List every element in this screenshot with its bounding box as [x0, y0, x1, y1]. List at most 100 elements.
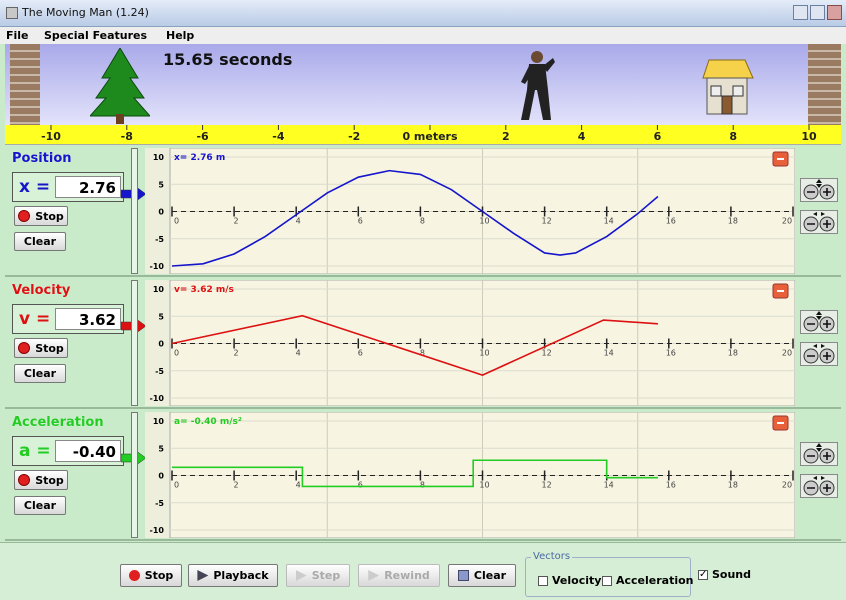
ruler-label: 10 — [801, 130, 817, 143]
x-tick-label: 0 — [174, 349, 179, 358]
ruler-label: -8 — [121, 130, 133, 143]
control-button[interactable]: Stop — [120, 564, 182, 587]
horizontal-zoom[interactable] — [800, 342, 838, 366]
ruler-label: -6 — [196, 130, 209, 143]
control-bar: Stop Playback Step Rewind Clear Vectors Veloci… — [0, 542, 846, 600]
ruler-ticks: -10 -8 -6 -4 -2 0 meters 2 4 6 8 10 — [41, 125, 817, 143]
checkbox[interactable] — [698, 570, 708, 580]
button-label: Clear — [473, 569, 507, 582]
slider-track[interactable] — [131, 280, 138, 406]
x-tick-label: 18 — [728, 217, 738, 226]
button-label: Step — [311, 569, 341, 582]
vertical-zoom[interactable] — [800, 442, 838, 466]
zoom-glyphs — [807, 484, 831, 492]
readout: a= -0.40 m/s² — [174, 417, 242, 427]
panel-divider — [5, 275, 841, 277]
stop-icon — [18, 474, 31, 486]
horizontal-zoom[interactable] — [800, 474, 838, 498]
checkbox-label: Velocity — [552, 574, 602, 587]
data-curve — [172, 459, 658, 488]
button-icon — [128, 570, 140, 581]
ruler-label: 4 — [578, 130, 586, 143]
x-tick-label: 18 — [728, 481, 738, 490]
slider-track[interactable] — [131, 148, 138, 274]
house — [702, 59, 754, 115]
checkbox-label: Sound — [712, 568, 752, 581]
y-tick-label: 5 — [158, 444, 164, 453]
x-tick-label: 20 — [782, 349, 792, 358]
y-tick-label: 10 — [153, 153, 165, 162]
vertical-zoom[interactable] — [800, 178, 838, 202]
zoom-icons — [803, 212, 835, 232]
value-box: a = -0.40 — [12, 436, 124, 466]
stop-label: Stop — [35, 341, 64, 355]
stop-icon — [18, 342, 31, 354]
menu-bar: File Special Features Help — [0, 27, 846, 44]
ruler-label: 8 — [729, 130, 737, 143]
ruler-label: 0 meters — [402, 130, 458, 143]
ruler-label: -4 — [272, 130, 285, 143]
ruler-label: 2 — [502, 130, 510, 143]
clear-button[interactable]: Clear — [14, 232, 66, 251]
zoom-glyphs — [807, 452, 831, 460]
panel-label: Velocity — [12, 283, 71, 298]
menu-item[interactable]: Help — [166, 29, 195, 42]
clear-button[interactable]: Clear — [14, 496, 66, 515]
zoom-icons — [803, 443, 835, 464]
y-tick-label: 5 — [158, 312, 164, 321]
control-button: Step — [286, 564, 350, 587]
value-field[interactable]: 2.76 — [55, 176, 121, 198]
button-label: Rewind — [384, 569, 430, 582]
x-tick-label: 6 — [358, 349, 363, 358]
vertical-zoom[interactable] — [800, 310, 838, 334]
x-tick-label: 2 — [234, 481, 239, 490]
zoom-arrows — [813, 344, 825, 348]
ruler-label: 6 — [654, 130, 662, 143]
zoom-glyphs — [807, 188, 831, 196]
minus-glyph — [777, 290, 784, 292]
stop-button[interactable]: Stop — [14, 470, 68, 490]
vectors-group — [525, 557, 691, 597]
value-symbol: a = — [19, 441, 51, 461]
menu-item[interactable]: Special Features — [44, 29, 148, 42]
y-tick-label: -10 — [150, 526, 165, 535]
minimize-button[interactable] — [793, 5, 808, 20]
panel-divider — [5, 539, 841, 541]
button-label: Stop — [144, 569, 174, 582]
y-tick-label: 0 — [158, 472, 164, 481]
clear-button[interactable]: Clear — [14, 364, 66, 383]
checkbox[interactable] — [602, 576, 612, 586]
maximize-button[interactable] — [810, 5, 825, 20]
scene: 15.65 seconds — [5, 44, 841, 125]
x-tick-label: 14 — [604, 349, 614, 358]
value-field[interactable]: 3.62 — [55, 308, 121, 330]
x-tick-label: 12 — [542, 217, 552, 226]
value-field[interactable]: -0.40 — [55, 440, 121, 462]
graph: 10 5 0 -5 -10 0 2 4 6 8 10 12 14 16 18 20 v= 3.62 m/s — [145, 280, 795, 406]
stop-button[interactable]: Stop — [14, 206, 68, 226]
value-symbol: x = — [19, 177, 51, 197]
stop-button[interactable]: Stop — [14, 338, 68, 358]
readout: x= 2.76 m — [174, 153, 225, 163]
y-tick-label: 5 — [158, 180, 164, 189]
stop-icon — [18, 210, 31, 222]
checkbox[interactable] — [538, 576, 548, 586]
x-tick-label: 2 — [234, 217, 239, 226]
control-button[interactable]: Playback — [188, 564, 278, 587]
data-curve — [171, 314, 658, 376]
x-tick-label: 20 — [782, 481, 792, 490]
x-tick-label: 4 — [296, 481, 301, 490]
ruler-label: -2 — [348, 130, 360, 143]
close-button[interactable] — [827, 5, 842, 20]
window-title: The Moving Man (1.24) — [22, 6, 149, 19]
control-button[interactable]: Clear — [448, 564, 516, 587]
x-tick-label: 8 — [420, 217, 425, 226]
slider-track[interactable] — [131, 412, 138, 538]
button-icon — [368, 570, 380, 581]
menu-item[interactable]: File — [6, 29, 29, 42]
panel-divider — [5, 407, 841, 409]
horizontal-zoom[interactable] — [800, 210, 838, 234]
minus-glyph — [777, 422, 784, 424]
button-icon — [457, 570, 469, 581]
x-tick-label: 0 — [174, 217, 179, 226]
